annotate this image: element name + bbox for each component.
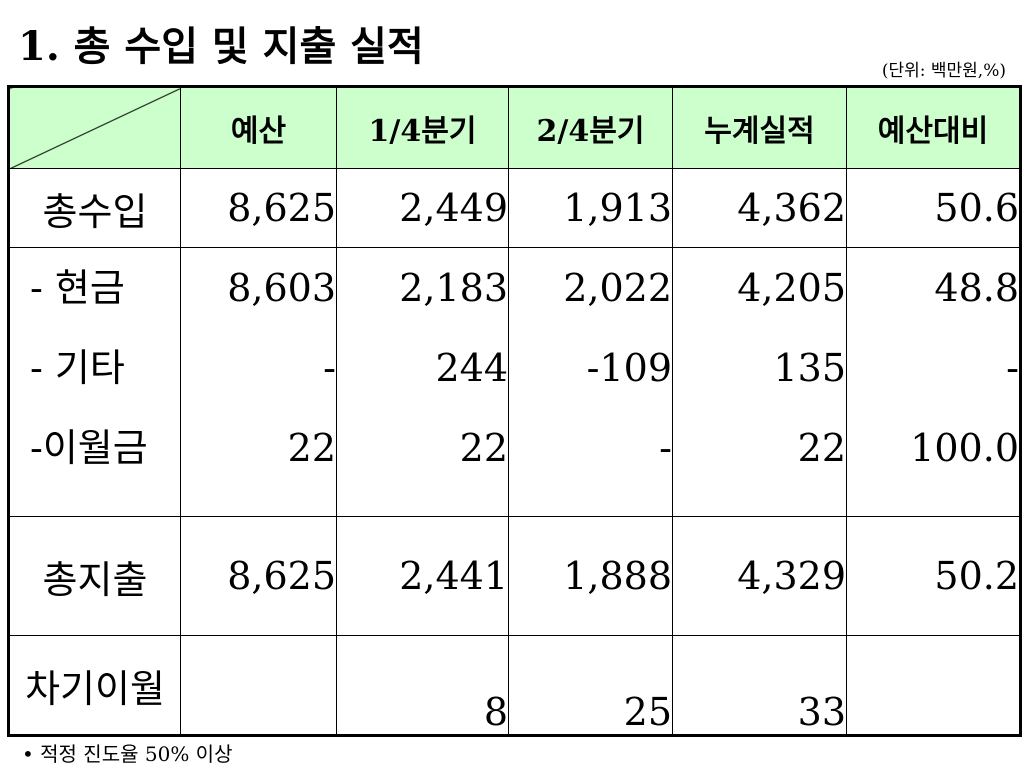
table-row-income-breakdown: - 현금 - 기타 -이월금 8,603 - 22 2,183 244 22 2… [8, 247, 1021, 517]
row-label: 총지출 [8, 516, 181, 636]
cell-value: 135 [773, 346, 846, 390]
cell-value: 25 [508, 635, 673, 736]
table-row-income: 총수입 8,625 2,449 1,913 4,362 50.6 [8, 168, 1021, 248]
row-label: - 현금 [30, 266, 125, 310]
breakdown-cumulative: 4,205 135 22 [672, 247, 847, 517]
cell-value [846, 635, 1021, 736]
cell-value: 22 [287, 426, 336, 470]
breakdown-q2: 2,022 -109 - [508, 247, 673, 517]
cell-value: 1,888 [508, 516, 673, 636]
breakdown-q1: 2,183 244 22 [336, 247, 509, 517]
footnote: • 적정 진도율 50% 이상 [22, 742, 233, 766]
header-cumulative: 누계실적 [672, 86, 847, 169]
table-row-carryover: 차기이월 8 25 33 [8, 635, 1021, 736]
unit-label: (단위: 백만원,%) [881, 61, 1006, 81]
row-label: - 기타 [30, 346, 125, 390]
cell-value: 22 [459, 426, 508, 470]
corner-cell [8, 86, 181, 169]
cell-value: 100.0 [910, 426, 1019, 470]
page-title: 1. 총 수입 및 지출 실적 [18, 23, 424, 70]
cell-value: 2,022 [563, 266, 672, 310]
cell-value: 22 [797, 426, 846, 470]
breakdown-budget: 8,603 - 22 [180, 247, 337, 517]
breakdown-labels: - 현금 - 기타 -이월금 [8, 247, 181, 517]
budget-table: 예산 1/4분기 2/4분기 누계실적 예산대비 총수입 8,625 2,449… [7, 85, 1022, 737]
cell-value: - [659, 426, 672, 470]
cell-value: - [1006, 346, 1019, 390]
cell-value: 1,913 [508, 168, 673, 248]
cell-value: 4,329 [672, 516, 847, 636]
cell-value: 48.8 [934, 266, 1019, 310]
cell-value: 244 [435, 346, 508, 390]
header-q2: 2/4분기 [508, 86, 673, 169]
header-budget: 예산 [180, 86, 337, 169]
cell-value: 33 [672, 635, 847, 736]
cell-value: 50.2 [846, 516, 1021, 636]
cell-value: 4,205 [737, 266, 846, 310]
row-label: 차기이월 [8, 635, 181, 736]
breakdown-ratio: 48.8 - 100.0 [846, 247, 1021, 517]
table-row-expense: 총지출 8,625 2,441 1,888 4,329 50.2 [8, 516, 1021, 636]
header-row: 예산 1/4분기 2/4분기 누계실적 예산대비 [8, 86, 1021, 169]
cell-value: 2,449 [336, 168, 509, 248]
cell-value: -109 [586, 346, 672, 390]
header-q1: 1/4분기 [336, 86, 509, 169]
cell-value: 2,183 [399, 266, 508, 310]
row-label: 총수입 [8, 168, 181, 248]
cell-value: 4,362 [672, 168, 847, 248]
cell-value: - [323, 346, 336, 390]
cell-value: 8,603 [227, 266, 336, 310]
cell-value: 8,625 [180, 516, 337, 636]
row-label: -이월금 [30, 426, 148, 470]
cell-value [180, 635, 337, 736]
cell-value: 8,625 [180, 168, 337, 248]
header-ratio: 예산대비 [846, 86, 1021, 169]
cell-value: 50.6 [846, 168, 1021, 248]
cell-value: 2,441 [336, 516, 509, 636]
cell-value: 8 [336, 635, 509, 736]
